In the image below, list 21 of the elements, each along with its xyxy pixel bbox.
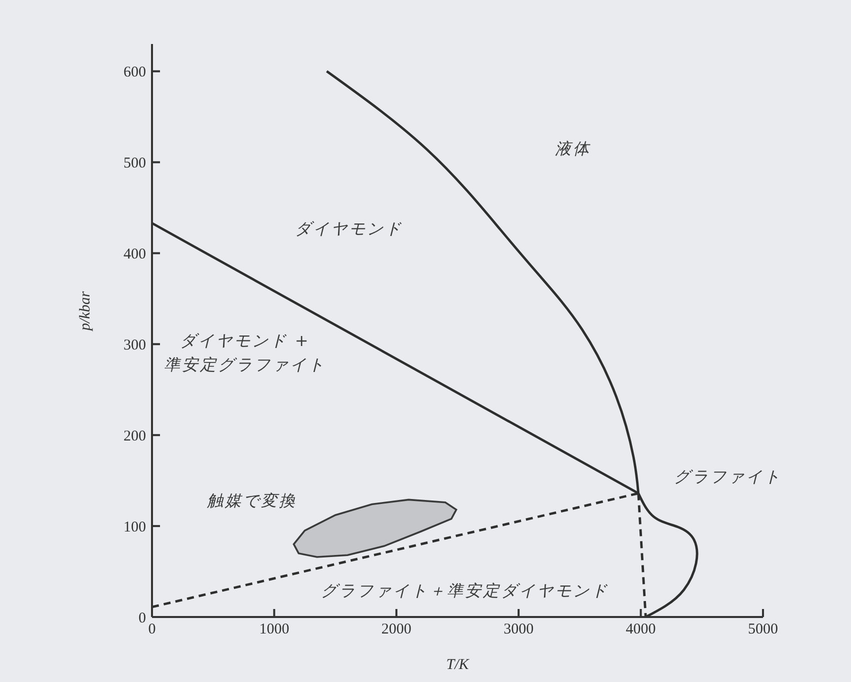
annotation: ダイヤモンド + 準安定グラファイト	[164, 331, 326, 374]
annotation: ダイヤモンド	[295, 219, 403, 238]
x-tick-label: 0	[148, 622, 156, 638]
annotation: グラファイト	[674, 467, 782, 486]
y-tick-label: 200	[124, 428, 146, 444]
y-tick-label: 400	[124, 246, 146, 263]
x-tick-label: 4000	[626, 622, 656, 638]
x-axis-title: T/K	[446, 657, 470, 673]
annotation: 液体	[555, 139, 591, 158]
y-tick-label: 100	[124, 519, 146, 536]
y-axis-title: p/kbar	[77, 291, 94, 332]
y-tick-label: 600	[124, 64, 146, 81]
x-tick-label: 5000	[748, 622, 778, 638]
y-tick-label: 0	[138, 610, 146, 626]
y-tick-label: 500	[124, 156, 146, 172]
x-tick-label: 3000	[504, 622, 534, 638]
x-tick-label: 1000	[259, 622, 290, 638]
annotation: グラファイト＋準安定ダイヤモンド	[321, 581, 609, 600]
annotation: 触媒で変換	[206, 491, 297, 510]
y-tick-label: 300	[124, 337, 146, 354]
x-tick-label: 2000	[381, 622, 412, 638]
